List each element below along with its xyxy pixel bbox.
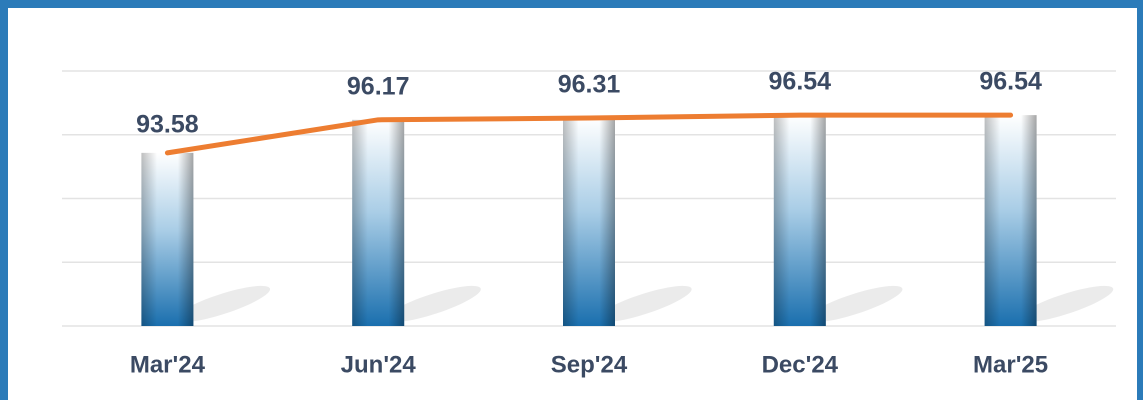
frame-top [0,0,1143,8]
line [164,112,1014,156]
bar-shade [563,118,615,326]
bar-shadow [1017,285,1114,323]
frame-left [0,0,8,400]
bar-shade [352,119,405,327]
bars [141,115,1114,327]
bar-shadow [385,285,481,323]
labels: Mar'24 93.58 Jun'24 96.17 Sep'24 96.31 Dec'24 9… [130,68,1048,379]
bar-shade [773,115,826,327]
data-label: 96.54 [979,68,1042,96]
bar-shadow [596,285,692,323]
x-tick-label: Jun'24 [341,351,417,378]
data-label: 96.17 [347,72,410,100]
data-label: 96.54 [769,68,832,96]
data-label: 96.31 [558,71,621,99]
frame-right [1137,0,1143,400]
bar-shade [984,115,1037,327]
bar-shadow [174,285,271,323]
bar-shadow [807,285,903,323]
x-tick-label: Sep'24 [551,351,628,378]
line-layer [164,112,1014,156]
x-tick-label: Mar'24 [130,351,206,378]
bar-shade [141,152,194,326]
data-label: 93.58 [136,110,199,138]
x-tick-label: Dec'24 [762,351,839,378]
x-tick-label: Mar'25 [973,351,1048,378]
